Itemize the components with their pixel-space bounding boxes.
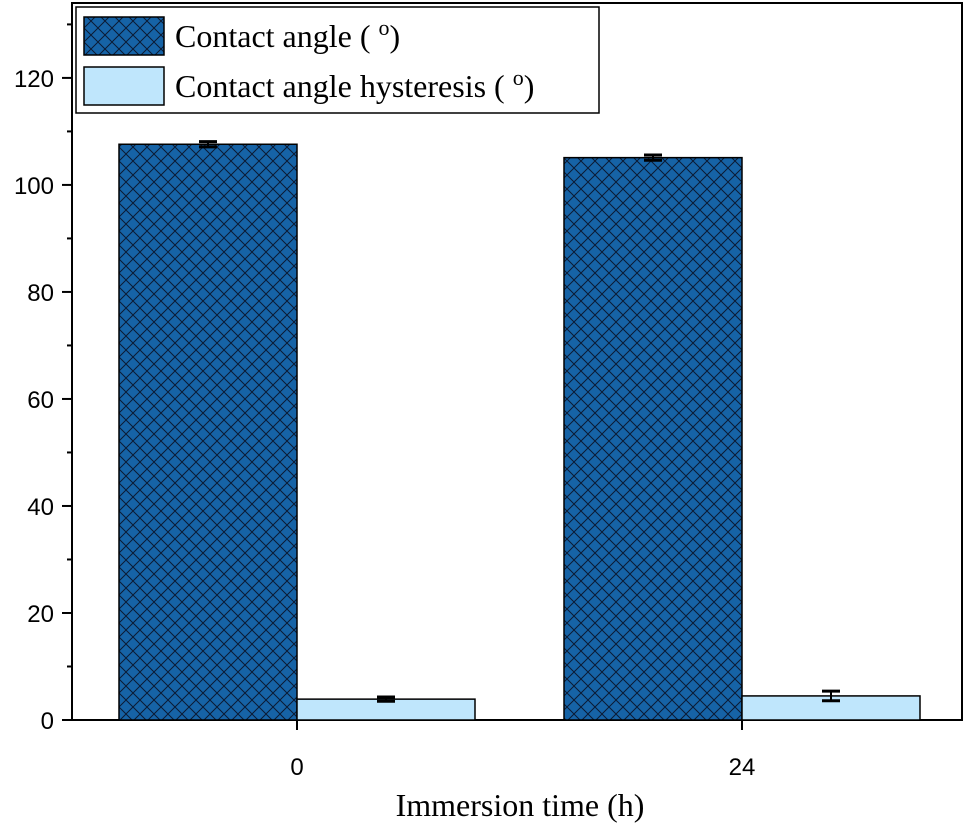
plot-frame [71,2,963,721]
legend-label-text: Contact angle hysteresis ( [175,68,513,104]
bar-series-0-cat-0 [118,143,298,721]
error-bars [199,140,840,703]
legend-label-1: Contact angle hysteresis ( o) [175,65,534,104]
legend-label-superscript: o [378,15,389,40]
error-bar-series-0-cat-1 [644,153,662,162]
y-axis-ticks: 0 20 40 60 80 100 120 [14,23,72,735]
y-tick-label: 100 [14,173,54,200]
y-tick-label: 80 [27,280,54,307]
y-tick-label: 60 [27,387,54,414]
error-bar-series-1-cat-0 [377,695,395,703]
y-tick-label: 20 [27,601,54,628]
y-tick-label: 40 [27,494,54,521]
legend-swatch-1 [83,66,165,106]
x-tick-label: 0 [290,754,303,781]
legend-label-0: Contact angle ( o) [175,15,400,54]
legend-label-close: ) [389,18,400,54]
x-axis-title: Immersion time (h) [396,787,645,823]
legend-swatch-0 [83,16,165,56]
axes [71,2,963,721]
legend-label-superscript: o [513,65,524,90]
y-tick-label: 0 [41,708,54,735]
x-tick-label: 24 [729,754,756,781]
legend-label-text: Contact angle ( [175,18,378,54]
bars [118,143,921,721]
bar-series-0-cat-1 [563,156,743,721]
error-bar-series-0-cat-0 [199,140,217,149]
x-axis-ticks: 0 24 [290,720,755,781]
legend-label-close: ) [524,68,535,104]
error-bar-series-1-cat-1 [822,689,840,703]
legend: Contact angle ( o)Contact angle hysteres… [75,6,600,114]
y-tick-label: 120 [14,66,54,93]
